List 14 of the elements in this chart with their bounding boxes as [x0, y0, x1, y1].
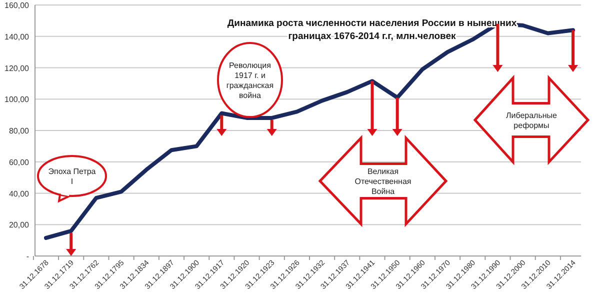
y-tick-label: 160,00: [4, 1, 30, 10]
y-tick-label: 120,00: [4, 64, 30, 73]
annotation: Эпоха Петра I: [48, 167, 96, 186]
y-tick-label: 140,00: [4, 32, 30, 42]
y-tick-label: 80,00: [8, 126, 30, 136]
annotation: Революция 1917 г. и гражданская война: [226, 61, 274, 100]
y-tick-label: 40,00: [8, 189, 30, 198]
y-tick-label: 100,00: [4, 95, 30, 104]
y-tick-label: 60,00: [8, 158, 30, 167]
annotation: Великая Отечественная Война: [354, 167, 412, 196]
y-tick-label: -: [26, 252, 30, 261]
y-tick-label: 20,00: [8, 220, 30, 230]
line-series: [44, 22, 575, 240]
annotation: Либеральные реформы: [506, 111, 558, 130]
